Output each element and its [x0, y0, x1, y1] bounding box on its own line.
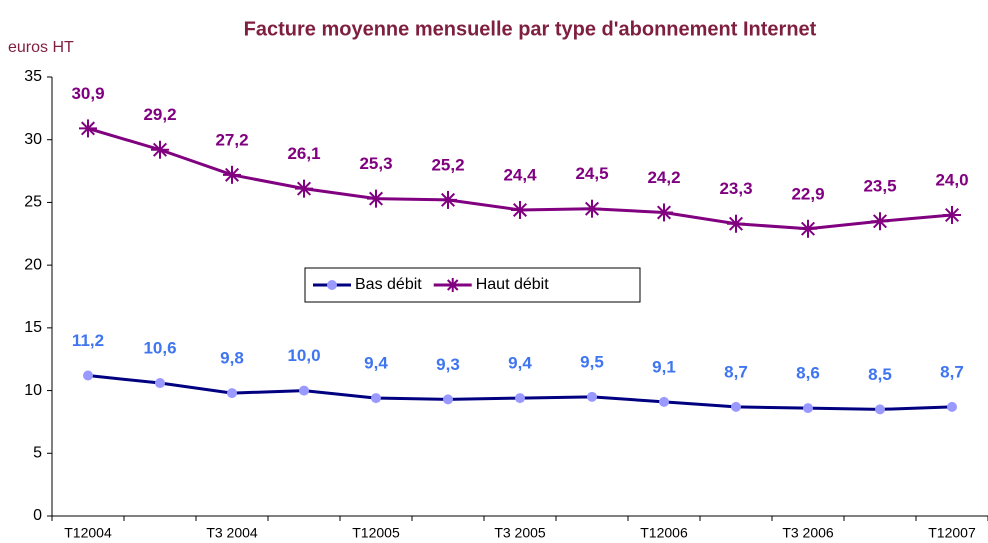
value-label: 24,2 [647, 168, 680, 187]
marker-stroke [447, 279, 459, 291]
value-label: 24,5 [575, 164, 608, 183]
y-tick-label: 15 [24, 319, 42, 336]
value-label: 25,2 [431, 155, 464, 174]
value-label: 11,2 [72, 331, 104, 350]
x-tick-label: T3 2005 [494, 525, 546, 541]
marker-stroke [368, 191, 384, 206]
series-line [87, 374, 953, 411]
point [515, 393, 525, 404]
value-label: 9,4 [508, 354, 532, 373]
point [587, 391, 597, 402]
y-tick-label: 30 [24, 131, 42, 148]
point [443, 394, 453, 405]
y-tick-label: 25 [24, 194, 42, 211]
value-label: 10,0 [287, 346, 320, 365]
value-label: 23,5 [863, 177, 896, 196]
value-label: 25,3 [359, 154, 392, 173]
value-label: 9,3 [436, 355, 460, 374]
marker-stroke [728, 216, 744, 231]
point [295, 179, 313, 198]
value-label: 9,5 [580, 352, 604, 371]
point [223, 165, 241, 184]
value-label: 10,6 [143, 339, 176, 358]
value-label: 29,2 [143, 105, 176, 124]
value-label: 8,7 [940, 362, 964, 381]
point [83, 370, 93, 381]
marker-stroke [512, 202, 528, 217]
point [727, 214, 745, 233]
x-tick-label: T12004 [64, 525, 112, 541]
point [731, 401, 741, 412]
point [871, 212, 889, 231]
value-label: 24,0 [935, 170, 968, 189]
value-label: 9,1 [652, 357, 676, 376]
value-label: 27,2 [215, 130, 248, 149]
point [299, 385, 309, 396]
y-axis-label: euros HT [8, 39, 74, 56]
point [875, 404, 885, 415]
point [583, 199, 601, 218]
marker-stroke [80, 121, 96, 136]
point [371, 393, 381, 404]
y-tick-label: 10 [24, 382, 42, 399]
value-label: 24,4 [503, 165, 537, 184]
value-label: 23,3 [719, 179, 752, 198]
x-tick-label: T3 2006 [782, 525, 834, 541]
legend-label: Bas débit [355, 276, 422, 293]
point [79, 119, 97, 138]
marker-stroke [224, 167, 240, 182]
value-label: 26,1 [287, 144, 320, 163]
point [947, 401, 957, 412]
legend-box [304, 267, 641, 303]
marker-stroke [656, 205, 672, 220]
point [367, 189, 385, 208]
marker-stroke [152, 142, 168, 157]
marker-stroke [944, 207, 960, 222]
point [155, 378, 165, 389]
point [151, 140, 169, 159]
x-tick-label: T3 2004 [206, 525, 258, 541]
value-label: 22,9 [791, 184, 824, 203]
value-label: 9,4 [364, 354, 388, 373]
point [799, 219, 817, 238]
point [227, 388, 237, 399]
y-tick-label: 0 [33, 507, 42, 524]
value-label: 9,8 [220, 349, 244, 368]
legend-marker [327, 280, 337, 290]
value-label: 30,9 [71, 84, 104, 103]
x-tick-label: T12007 [928, 525, 976, 541]
value-label: 8,6 [796, 364, 820, 383]
point [803, 403, 813, 414]
y-tick-label: 20 [24, 256, 42, 273]
value-label: 8,5 [868, 365, 892, 384]
point [655, 203, 673, 222]
x-tick-label: T12006 [640, 525, 688, 541]
marker-stroke [584, 201, 600, 216]
value-label: 8,7 [724, 362, 748, 381]
legend-marker [445, 278, 460, 292]
y-tick-label: 35 [24, 68, 42, 85]
marker-stroke [296, 181, 312, 196]
marker-stroke [800, 221, 816, 236]
point [439, 190, 457, 209]
marker-stroke [872, 214, 888, 229]
legend-label: Haut débit [476, 276, 549, 293]
chart-title: Facture moyenne mensuelle par type d'abo… [244, 18, 817, 40]
point [943, 205, 961, 224]
marker-stroke [440, 192, 456, 207]
point [659, 396, 669, 407]
x-tick-label: T12005 [352, 525, 400, 541]
y-tick-label: 5 [33, 445, 42, 462]
point [511, 200, 529, 219]
